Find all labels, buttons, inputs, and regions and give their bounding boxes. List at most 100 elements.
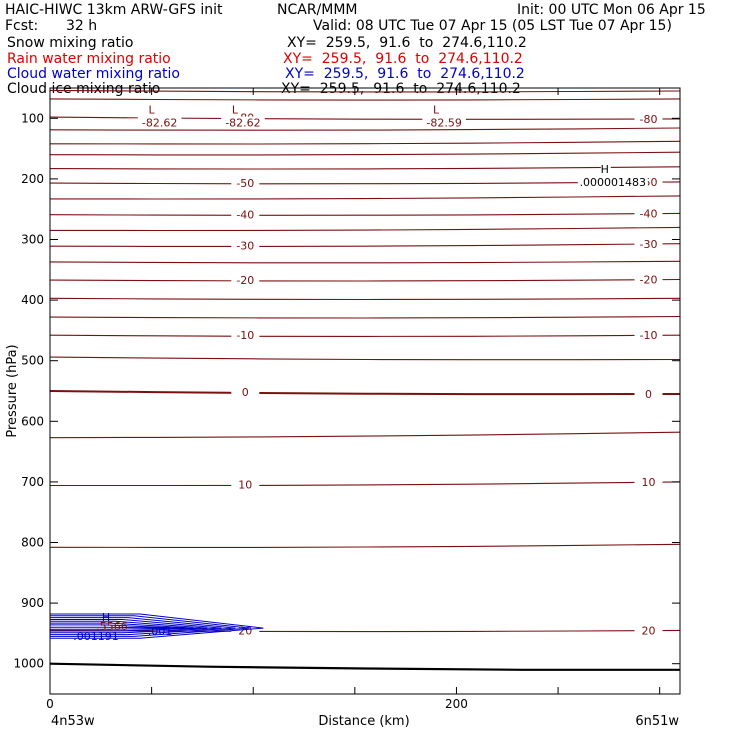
legend-cloud-ice-xy: XY= 259.5, 91.6 to 274.6,110.2 — [281, 81, 521, 97]
isotherm-line — [49, 390, 681, 396]
extremum-value: -82.59 — [426, 117, 461, 130]
cloud-water-label: .001191 — [73, 630, 119, 643]
isotherm-label-bg — [231, 175, 260, 189]
isotherm-line — [49, 334, 681, 337]
isotherm-label: -30 — [236, 239, 254, 252]
cloud-water-contour — [50, 624, 180, 629]
isotherm-line — [49, 212, 681, 216]
isotherm-line — [49, 195, 681, 200]
isotherm-label-bg — [634, 475, 663, 489]
isotherm-label-bg — [634, 272, 663, 286]
extremum-type: H — [601, 163, 609, 176]
isotherm-line — [49, 151, 681, 156]
cloud-water-contour — [50, 617, 236, 636]
isotherm-line — [49, 356, 681, 361]
isotherm-line — [49, 166, 681, 170]
isotherm-label-bg — [634, 206, 663, 220]
extremum-label-bg — [600, 161, 611, 174]
y-tick-label: 100 — [21, 111, 44, 125]
isotherm-label: -30 — [640, 238, 658, 251]
isotherm-label: -80 — [640, 113, 658, 126]
extremum-value-bg — [221, 116, 265, 129]
legend-snow: Snow mixing ratio — [7, 35, 134, 51]
y-tick-label: 200 — [21, 172, 44, 186]
legend-cloud-water-xy: XY= 259.5, 91.6 to 274.6,110.2 — [285, 66, 525, 82]
isotherm-label: -40 — [236, 208, 254, 221]
isotherm-label-bg — [634, 328, 663, 342]
valid-time: Valid: 08 UTC Tue 07 Apr 15 (05 LST Tue … — [313, 18, 672, 34]
isotherm-label: -20 — [640, 274, 658, 287]
isotherm-line — [49, 431, 681, 439]
isotherm-label-bg — [231, 272, 260, 286]
isotherm-line — [49, 226, 681, 232]
plot-frame — [49, 87, 681, 695]
isotherm-line — [50, 481, 681, 487]
x-axis-label: Distance (km) — [318, 714, 409, 729]
extremum-type: L — [232, 104, 239, 117]
extrema-labels: L-82.62L-82.62L-82.59H.000001483 — [137, 102, 648, 189]
cloud-water-label: H — [102, 611, 110, 624]
isotherm-line — [49, 140, 681, 145]
isotherm-line — [49, 278, 681, 282]
isotherm-line — [49, 315, 681, 319]
y-axis-label: Pressure (hPa) — [5, 344, 20, 437]
forecast-hours: 32 h — [66, 18, 98, 34]
isotherm-label-bg — [634, 623, 663, 637]
cloud-water-label: .5566 — [96, 620, 128, 633]
extremum-value-bg — [577, 175, 648, 188]
chart-title: HAIC-HIWC 13km ARW-GFS init — [5, 2, 223, 18]
cloud-water-label: .001 — [148, 625, 173, 638]
y-tick-label: 800 — [21, 536, 44, 550]
init-time: Init: 00 UTC Mon 06 Apr 15 — [517, 2, 706, 18]
x-tick-label: 0 — [46, 697, 54, 711]
isotherm-label: -50 — [236, 177, 254, 190]
cloud-water-contour — [50, 619, 222, 634]
isotherm-lines: -80-80-50-50-40-40-30-30-20-20-10-100010… — [49, 89, 681, 637]
x-start-label: 4n53w — [51, 714, 95, 729]
y-tick-label: 400 — [21, 293, 44, 307]
isotherm-label-bg — [231, 207, 260, 221]
y-tick-label: 500 — [21, 354, 44, 368]
isotherm-label: 0 — [645, 388, 652, 401]
extremum-value-bg — [422, 116, 466, 129]
y-tick-label: 300 — [21, 233, 44, 247]
org-label: NCAR/MMM — [277, 2, 358, 18]
y-tick-label: 700 — [21, 475, 44, 489]
y-tick-label: 600 — [21, 414, 44, 428]
isotherm-label: -40 — [640, 208, 658, 221]
isotherm-label-bg — [634, 236, 663, 250]
isotherm-label: 10 — [238, 478, 252, 491]
isotherm-label-bg — [634, 386, 663, 400]
cloud-water-contours: .001 .001191 H.5566 — [50, 611, 264, 643]
extremum-value: .000001483 — [580, 176, 646, 189]
isotherm-line — [49, 181, 681, 185]
surface-line — [49, 662, 680, 671]
legend-cloud-water: Cloud water mixing ratio — [7, 66, 180, 82]
extremum-type: L — [433, 104, 440, 117]
isotherm-label-bg — [231, 328, 260, 342]
cloud-water-contour — [50, 622, 194, 630]
surface-line — [49, 662, 680, 671]
isotherm-line — [49, 243, 681, 247]
legend-cloud-ice: Cloud ice mixing ratio — [7, 81, 161, 97]
y-tick-label: 1000 — [13, 657, 44, 671]
extremum-label-bg — [147, 102, 158, 115]
y-tick-label: 900 — [21, 596, 44, 610]
isotherm-label-bg — [231, 477, 260, 491]
extremum-label-bg — [230, 102, 241, 115]
legend-rain-xy: XY= 259.5, 91.6 to 274.6,110.2 — [283, 51, 523, 67]
isotherm-label: -10 — [640, 329, 658, 342]
isotherm-label-bg — [231, 238, 260, 252]
extremum-type: L — [149, 104, 156, 117]
isotherm-line — [49, 543, 681, 548]
isotherm-line — [49, 89, 681, 93]
isotherm-line — [49, 260, 681, 264]
extremum-label-bg — [432, 102, 443, 115]
cloud-water-contour — [50, 620, 208, 632]
cloud-water-contour — [50, 613, 264, 639]
isotherm-line — [49, 297, 681, 301]
isotherm-line — [49, 98, 681, 101]
extremum-value: -82.62 — [225, 117, 260, 130]
